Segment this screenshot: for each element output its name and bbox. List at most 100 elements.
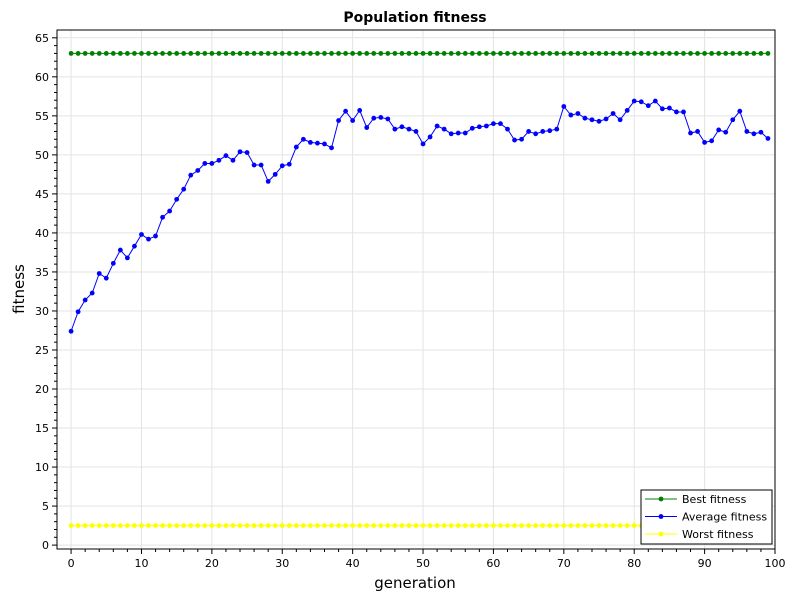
data-point — [610, 51, 616, 56]
data-point — [293, 51, 299, 56]
y-tick-label: 25 — [35, 344, 49, 357]
data-point — [82, 51, 88, 56]
data-point — [315, 140, 320, 146]
data-point — [110, 260, 116, 266]
data-point — [420, 51, 426, 56]
data-point — [448, 131, 454, 137]
data-point — [174, 523, 180, 528]
data-point — [329, 51, 334, 56]
data-point — [89, 523, 95, 528]
legend-item: Worst fitness — [645, 528, 754, 541]
data-point — [638, 51, 644, 56]
data-point — [117, 51, 123, 56]
data-point — [462, 130, 468, 136]
y-axis-title: fitness — [10, 264, 28, 314]
x-tick-label: 10 — [134, 557, 148, 570]
data-point — [765, 136, 771, 141]
data-point — [561, 104, 567, 109]
data-point — [427, 523, 433, 528]
data-point — [167, 208, 173, 214]
legend-swatch-marker — [658, 496, 664, 502]
data-point — [286, 523, 292, 528]
data-point — [181, 51, 187, 56]
data-point — [265, 523, 271, 528]
data-point — [202, 51, 208, 56]
data-point — [413, 129, 419, 134]
data-point — [505, 523, 510, 528]
data-point — [547, 523, 553, 528]
data-point — [498, 523, 503, 528]
data-point — [695, 51, 700, 56]
data-point — [272, 51, 278, 56]
x-tick-label: 60 — [486, 557, 500, 570]
data-point — [343, 108, 349, 114]
data-point — [498, 121, 503, 127]
y-tick-label: 15 — [35, 422, 49, 435]
data-point — [702, 139, 708, 145]
data-point — [561, 523, 567, 528]
data-point — [413, 51, 419, 56]
data-point — [695, 129, 700, 134]
series-line — [70, 100, 769, 332]
data-point — [167, 523, 173, 528]
data-point — [547, 128, 553, 134]
data-point — [216, 523, 222, 528]
data-point — [526, 51, 532, 56]
data-point — [723, 51, 729, 56]
data-point — [441, 126, 447, 132]
data-point — [132, 243, 137, 249]
data-point — [596, 118, 602, 124]
data-point — [512, 137, 517, 143]
data-point — [96, 51, 102, 56]
y-tick-label: 45 — [35, 188, 49, 201]
data-point — [681, 109, 686, 115]
data-point — [540, 129, 546, 134]
data-point — [589, 117, 595, 123]
data-point — [561, 51, 567, 56]
data-point — [174, 196, 180, 202]
data-point — [716, 51, 722, 56]
data-point — [519, 51, 524, 56]
data-point — [251, 162, 257, 168]
data-point — [688, 51, 693, 56]
data-point — [181, 523, 187, 528]
data-point — [96, 523, 102, 528]
data-point — [540, 523, 546, 528]
data-point — [322, 523, 327, 528]
data-point — [103, 523, 109, 528]
data-point — [406, 523, 412, 528]
data-point — [596, 523, 602, 528]
data-point — [223, 51, 229, 56]
data-point — [279, 523, 285, 528]
data-point — [533, 131, 539, 137]
data-point — [230, 523, 236, 528]
data-point — [117, 247, 123, 253]
data-point — [603, 116, 609, 122]
data-point — [364, 523, 370, 528]
data-point — [526, 523, 532, 528]
plot-frame — [56, 29, 776, 550]
data-point — [258, 523, 264, 528]
data-point — [75, 309, 81, 315]
data-point — [589, 523, 595, 528]
data-point — [455, 51, 461, 56]
data-point — [336, 523, 341, 528]
data-point — [624, 51, 630, 56]
data-point — [702, 51, 708, 56]
y-tick-label: 30 — [35, 305, 49, 318]
y-tick-label: 40 — [35, 227, 49, 240]
data-point — [385, 116, 391, 122]
data-point — [659, 106, 665, 112]
data-point — [223, 523, 229, 528]
data-point — [315, 523, 320, 528]
data-point — [758, 51, 764, 56]
data-point — [364, 125, 370, 130]
data-point — [75, 51, 81, 56]
data-point — [293, 523, 299, 528]
data-point — [160, 214, 165, 220]
data-point — [300, 523, 306, 528]
data-point — [491, 51, 496, 56]
data-point — [413, 523, 419, 528]
legend-swatch-marker — [658, 531, 664, 537]
